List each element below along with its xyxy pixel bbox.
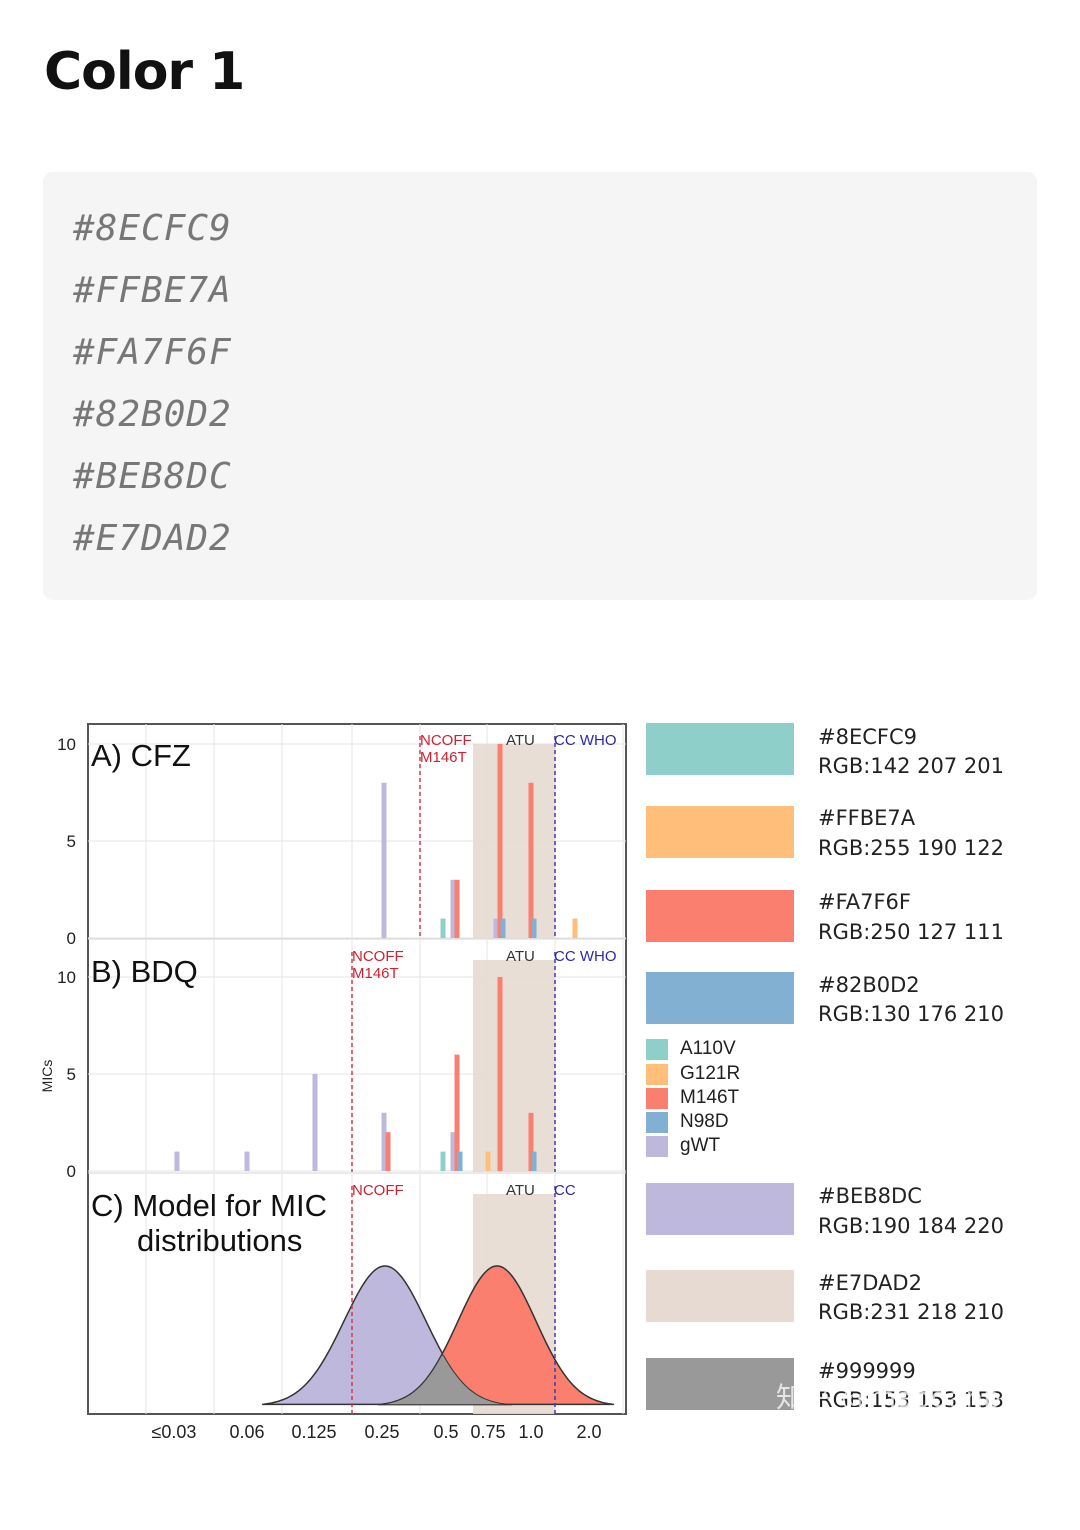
x-tick-label: 0.06 xyxy=(229,1422,264,1442)
ncoff-sublabel: M146T xyxy=(352,965,399,982)
x-tick-label: 0.5 xyxy=(433,1422,458,1442)
swatch-hex-label: #FA7F6F xyxy=(818,890,911,914)
ncoff-sublabel: M146T xyxy=(420,749,467,766)
x-tick-label: 0.25 xyxy=(364,1422,399,1442)
bar-g121r xyxy=(485,1151,491,1171)
panel-title-line2: distributions xyxy=(137,1223,302,1258)
code-line-6: #E7DAD2 xyxy=(73,518,232,559)
code-line-4: #82B0D2 xyxy=(73,394,232,435)
bar-m146t xyxy=(385,1132,391,1171)
legend-label: N98D xyxy=(680,1111,729,1132)
legend-swatch xyxy=(646,1064,668,1085)
bar-n98d xyxy=(457,1151,463,1171)
legend-swatch xyxy=(646,1136,668,1157)
swatch-hex-label: #999999 xyxy=(818,1359,916,1383)
watermark: 知乎 @maoganbo xyxy=(776,1381,1019,1414)
legend-swatch xyxy=(646,1039,668,1060)
x-tick-label: 0.75 xyxy=(470,1422,505,1442)
swatch-rgb-label: RGB:190 184 220 xyxy=(818,1214,1004,1238)
ncoff-label: NCOFF xyxy=(352,1182,404,1199)
curve-overlap xyxy=(377,1353,513,1406)
legend-label: gWT xyxy=(680,1135,721,1156)
bar-g121r xyxy=(572,918,578,938)
swatch-999999 xyxy=(646,1358,794,1410)
atu-band xyxy=(473,960,555,1172)
cc-label: CC WHO xyxy=(554,948,617,965)
swatch-hex-label: #E7DAD2 xyxy=(818,1271,922,1295)
page-title: Color 1 xyxy=(44,42,245,102)
swatch-82b0d2 xyxy=(646,972,794,1024)
color-code-block[interactable]: #8ECFC9 #FFBE7A #FA7F6F #82B0D2 #BEB8DC … xyxy=(43,172,1037,600)
bar-gwt xyxy=(381,1112,387,1171)
swatch-beb8dc xyxy=(646,1183,794,1235)
cc-label: CC xyxy=(554,1182,576,1199)
swatch-rgb-label: RGB:255 190 122 xyxy=(818,836,1004,860)
bar-gwt xyxy=(493,918,499,938)
bar-gwt xyxy=(174,1151,180,1171)
swatch-hex-label: #FFBE7A xyxy=(818,806,916,830)
code-line-1: #8ECFC9 xyxy=(73,208,232,249)
atu-label: ATU xyxy=(506,732,535,749)
ncoff-label: NCOFF xyxy=(352,948,404,965)
swatch-fa7f6f xyxy=(646,890,794,942)
swatch-rgb-label: RGB:231 218 210 xyxy=(818,1300,1004,1324)
swatch-8ecfc9 xyxy=(646,723,794,775)
swatch-hex-label: #BEB8DC xyxy=(818,1184,922,1208)
bar-n98d xyxy=(531,1151,537,1171)
bar-gwt xyxy=(450,879,456,938)
y-tick-label: 10 xyxy=(57,735,76,754)
swatch-rgb-label: RGB:250 127 111 xyxy=(818,920,1004,944)
cc-label: CC WHO xyxy=(554,732,617,749)
y-tick-label: 10 xyxy=(57,968,76,987)
swatch-hex-label: #8ECFC9 xyxy=(818,725,917,749)
atu-label: ATU xyxy=(506,1182,535,1199)
bar-m146t xyxy=(497,744,503,938)
x-tick-label: 0.125 xyxy=(291,1422,336,1442)
legend-label: G121R xyxy=(680,1063,741,1084)
bar-n98d xyxy=(531,918,537,938)
y-tick-label: 5 xyxy=(67,1065,76,1084)
bar-gwt xyxy=(450,1132,456,1171)
bar-m146t xyxy=(528,782,534,938)
y-tick-label: 0 xyxy=(67,1162,76,1181)
bar-gwt xyxy=(312,1074,318,1171)
bar-gwt xyxy=(244,1151,250,1171)
swatch-rgb-label: RGB:130 176 210 xyxy=(818,1002,1004,1026)
bar-a110v xyxy=(440,1151,446,1171)
y-axis-label: MICs xyxy=(39,1060,55,1093)
y-tick-label: 5 xyxy=(67,832,76,851)
atu-band xyxy=(473,744,555,938)
y-tick-label: 0 xyxy=(67,929,76,948)
bar-m146t xyxy=(528,1112,534,1171)
x-tick-label: 2.0 xyxy=(576,1422,601,1442)
bar-n98d xyxy=(500,918,506,938)
ncoff-label: NCOFF xyxy=(420,732,472,749)
panel-title: A) CFZ xyxy=(91,738,191,773)
swatch-rgb-label: RGB:153 153 153 xyxy=(818,1388,1004,1412)
panel-title: B) BDQ xyxy=(91,954,198,989)
legend-label: M146T xyxy=(680,1087,740,1108)
x-tick-label: ≤0.03 xyxy=(152,1422,197,1442)
legend-swatch xyxy=(646,1088,668,1109)
swatch-rgb-label: RGB:142 207 201 xyxy=(818,754,1004,778)
atu-label: ATU xyxy=(506,948,535,965)
panel-title: C) Model for MIC xyxy=(91,1188,327,1223)
code-line-5: #BEB8DC xyxy=(73,456,232,497)
swatch-ffbe7a xyxy=(646,806,794,858)
bar-m146t xyxy=(454,1054,460,1171)
bar-gwt xyxy=(381,782,387,938)
x-tick-label: 1.0 xyxy=(518,1422,543,1442)
bar-a110v xyxy=(440,918,446,938)
legend-label: A110V xyxy=(680,1038,736,1059)
legend-swatch xyxy=(646,1112,668,1133)
bar-m146t xyxy=(454,879,460,938)
bar-m146t xyxy=(497,977,503,1171)
swatch-e7dad2 xyxy=(646,1270,794,1322)
swatch-hex-label: #82B0D2 xyxy=(818,973,920,997)
code-line-2: #FFBE7A xyxy=(73,270,232,311)
code-line-3: #FA7F6F xyxy=(73,332,232,373)
